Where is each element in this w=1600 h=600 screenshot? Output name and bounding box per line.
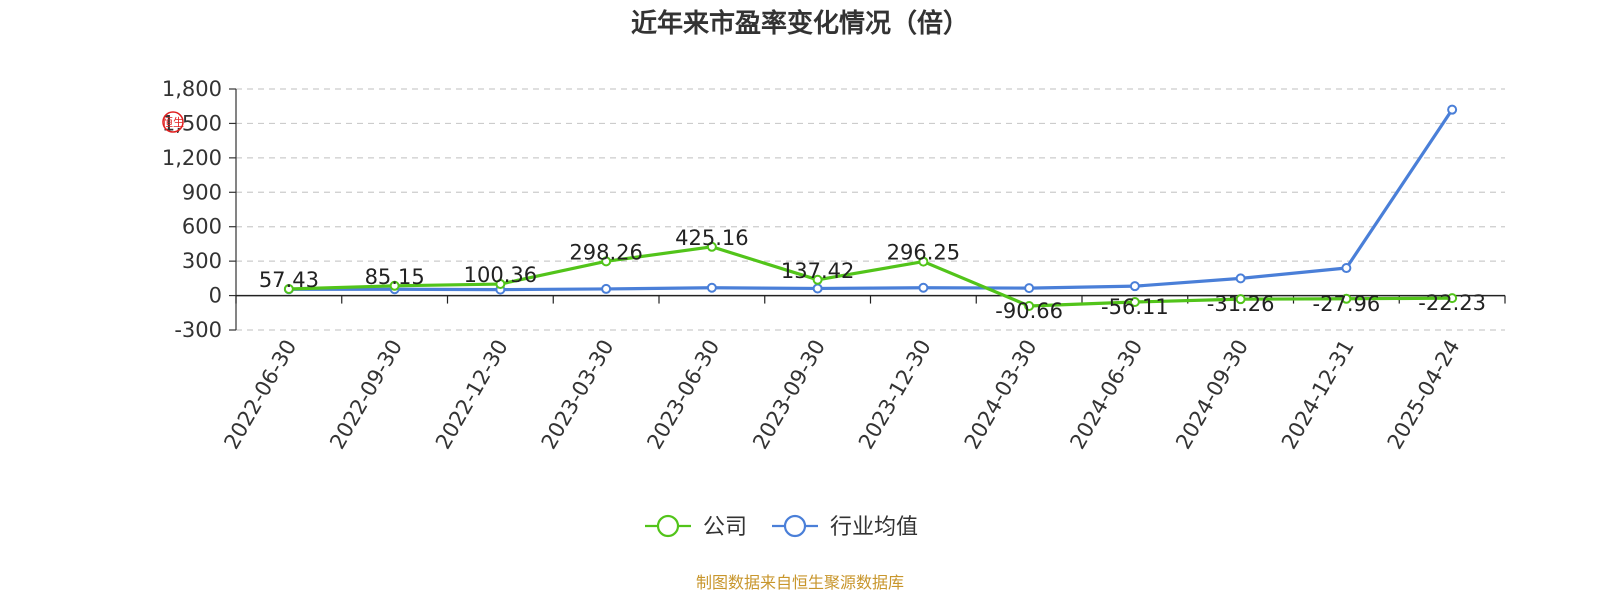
data-label-company: -90.66 xyxy=(995,299,1063,323)
data-point-industry-average xyxy=(1024,283,1035,294)
data-point-company xyxy=(1024,300,1035,311)
x-tick-label: 2022-12-30 xyxy=(431,336,513,454)
y-tick-label: 300 xyxy=(182,249,222,273)
data-label-company: 137.42 xyxy=(781,259,854,283)
data-label-company: 57.43 xyxy=(259,268,319,292)
data-point-company xyxy=(1341,293,1352,304)
y-tick-label: 1,200 xyxy=(162,146,222,170)
x-tick-label: 2022-06-30 xyxy=(219,336,301,454)
data-point-industry-average xyxy=(601,283,612,294)
data-label-company: 298.26 xyxy=(569,240,642,264)
data-point-industry-average xyxy=(918,282,929,293)
data-point-company xyxy=(1447,293,1458,304)
x-tick-label: 2025-04-24 xyxy=(1383,336,1465,454)
legend-marker-icon xyxy=(783,514,807,538)
watermark-text: 恒生 xyxy=(162,115,184,129)
y-tick-label: 600 xyxy=(182,215,222,239)
data-label-company: 100.36 xyxy=(464,263,537,287)
data-point-company xyxy=(283,283,294,294)
data-label-company: -27.96 xyxy=(1313,292,1381,316)
data-point-industry-average xyxy=(706,282,717,293)
data-point-company xyxy=(812,274,823,285)
data-point-company xyxy=(706,241,717,252)
y-tick-label: 900 xyxy=(182,180,222,204)
chart-title: 近年来市盈率变化情况（倍） xyxy=(631,8,969,39)
source-note: 制图数据来自恒生聚源数据库 xyxy=(696,573,904,592)
legend-marker-icon xyxy=(656,514,680,538)
data-labels: 57.43 85.15 100.36 298.26 425.16 137.42 296.25… xyxy=(259,226,1486,323)
legend-label: 行业均值 xyxy=(830,515,918,540)
watermark-seal-icon xyxy=(162,111,184,133)
watermark-seal: 恒生 xyxy=(162,111,184,133)
data-label-company: 85.15 xyxy=(365,265,425,289)
data-point-industry-average xyxy=(1129,281,1140,292)
x-tick-label: 2023-12-30 xyxy=(854,336,936,454)
data-point-company xyxy=(1235,294,1246,305)
x-tick-label: 2024-06-30 xyxy=(1065,336,1147,454)
x-axis: 2022-06-30 2022-09-30 2022-12-30 2023-03-30… xyxy=(219,294,1506,454)
x-tick-label: 2023-06-30 xyxy=(642,336,724,454)
x-tick-label: 2022-09-30 xyxy=(325,336,407,454)
series-line-company xyxy=(288,245,1453,308)
data-point-company xyxy=(918,256,929,267)
data-point-industry-average xyxy=(1447,104,1458,115)
y-tick-label: 0 xyxy=(209,284,222,308)
data-point-company xyxy=(1129,297,1140,308)
data-point-industry-average xyxy=(1235,273,1246,284)
grid-lines xyxy=(236,88,1505,331)
data-point-company xyxy=(601,256,612,267)
series-group xyxy=(283,104,1458,311)
x-tick-label: 2024-12-31 xyxy=(1277,336,1359,454)
data-label-company: 296.25 xyxy=(887,241,960,265)
data-point-industry-average xyxy=(812,283,823,294)
legend-item-industry-average[interactable]: 行业均值 xyxy=(772,514,918,540)
data-label-company: -31.26 xyxy=(1207,292,1275,316)
y-tick-label: -300 xyxy=(174,318,222,342)
data-label-company: -22.23 xyxy=(1418,291,1486,315)
legend-item-company[interactable]: 公司 xyxy=(645,514,747,540)
data-point-company xyxy=(389,280,400,291)
data-point-company xyxy=(495,279,506,290)
legend[interactable]: 公司 行业均值 xyxy=(645,514,918,540)
x-tick-label: 2024-09-30 xyxy=(1171,336,1253,454)
series-line-industry-average xyxy=(288,108,1454,292)
y-tick-label: 1,800 xyxy=(162,77,222,101)
data-point-industry-average xyxy=(1341,263,1352,274)
x-tick-label: 2024-03-30 xyxy=(960,336,1042,454)
x-tick-label: 2023-09-30 xyxy=(748,336,830,454)
data-label-company: 425.16 xyxy=(675,226,748,250)
legend-label: 公司 xyxy=(703,515,747,540)
data-label-company: -56.11 xyxy=(1101,295,1169,319)
x-tick-label: 2023-03-30 xyxy=(537,336,619,454)
